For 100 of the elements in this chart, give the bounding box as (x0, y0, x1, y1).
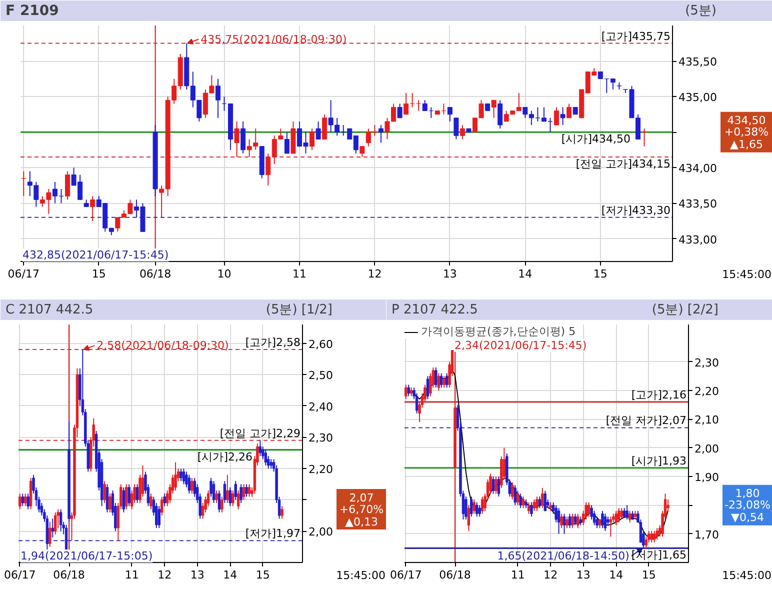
y-tick-label: 434,00 (678, 162, 717, 176)
candlestick (65, 170, 70, 200)
candlestick (188, 474, 191, 494)
x-tick-label: 13 (576, 568, 590, 582)
candlestick (460, 124, 465, 140)
x-tick-label: 14 (518, 268, 532, 280)
x-tick-label: 15 (256, 568, 270, 582)
x-tick-label: 06/17 (4, 568, 36, 582)
y-tick-label: 1,90 (694, 470, 719, 484)
x-tick-label: 11 (510, 568, 525, 582)
candlestick (480, 496, 484, 514)
candlestick (601, 510, 604, 529)
chart-subtitle: (5분) [1/2] (266, 302, 333, 318)
candlestick (626, 504, 628, 520)
annotation: 2,34(2021/06/17-15:45) (454, 339, 587, 352)
candlestick (360, 146, 365, 158)
candlestick (90, 196, 96, 222)
candlestick (574, 513, 577, 526)
x-tick-label: 06/18 (139, 268, 172, 280)
candlestick (174, 462, 177, 491)
ref-line-label: [저가]1,97 (245, 527, 301, 540)
annotation: 1,94(2021/06/17-15:05) (20, 550, 153, 562)
candlestick (128, 484, 130, 507)
x-tick-label: 06/18 (439, 568, 471, 582)
chart-subtitle: (5분) [2/2] (652, 302, 719, 318)
candlestick (609, 516, 612, 538)
candlestick (642, 128, 647, 147)
legend-label: 가격이동평균(종가,단순이평) 5 (421, 324, 576, 339)
candlestick (48, 521, 52, 548)
candlestick (447, 106, 452, 122)
text: (5분) (685, 4, 717, 18)
candlestick (232, 490, 234, 507)
candlestick (26, 493, 30, 510)
candlestick (516, 490, 520, 506)
candlestick (215, 78, 220, 118)
candlestick (182, 468, 186, 485)
candlestick (472, 498, 476, 514)
candlestick (264, 449, 267, 466)
y-tick-label: 2,50 (308, 369, 333, 382)
x-tick-label: 12 (158, 568, 172, 582)
x-tick-label: 11 (292, 268, 306, 280)
candlestick (620, 508, 623, 520)
candlestick (378, 124, 384, 144)
candlestick (467, 504, 470, 532)
y-tick-label: 2,30 (308, 432, 333, 445)
x-tick-label: 12 (368, 268, 382, 280)
y-tick-label: 2,40 (308, 400, 333, 414)
y-tick-label: 433,00 (678, 233, 717, 246)
candlestick (511, 482, 514, 500)
x-tick-label: 15 (642, 568, 656, 582)
candlestick (228, 486, 232, 507)
ref-line-label: [시가]2,26 (197, 450, 253, 464)
candlestick (407, 384, 410, 397)
candlestick (136, 484, 139, 504)
x-tick-label: 06/18 (53, 568, 85, 582)
candlestick (566, 103, 572, 118)
candlestick (604, 513, 607, 532)
candlestick (628, 510, 632, 523)
candlestick (236, 490, 240, 510)
candlestick (220, 496, 224, 513)
candlestick (656, 528, 658, 540)
candlestick (322, 114, 328, 140)
candlestick (614, 510, 618, 526)
candlestick (650, 530, 653, 543)
candlestick (576, 513, 580, 529)
candlestick (554, 106, 560, 126)
candlestick (560, 513, 563, 529)
candlestick (434, 367, 438, 388)
candlestick (538, 496, 542, 509)
chart-title: F 2109 (6, 3, 59, 19)
ref-line-label: [전일 고가]434,15 (576, 158, 671, 171)
candlestick (560, 106, 566, 126)
candlestick (240, 120, 246, 154)
candlestick (497, 476, 500, 498)
candlestick (64, 524, 68, 550)
candlestick (491, 100, 496, 118)
candlestick (21, 493, 24, 507)
candlestick (310, 128, 315, 150)
y-tick-label: 1,70 (694, 528, 719, 542)
candlestick (522, 496, 525, 509)
chart-title: P 2107 422.5 (392, 302, 478, 318)
ref-line-label: [고가]2,58 (245, 336, 301, 350)
x-tick-label: 11 (124, 568, 139, 582)
y-tick-label: 433,50 (678, 198, 717, 211)
candlestick (476, 502, 478, 518)
candlestick (494, 476, 498, 494)
candlestick (122, 486, 125, 513)
candlestick (212, 480, 216, 504)
y-tick-label: 2,20 (694, 384, 719, 398)
y-tick-label: 2,00 (308, 526, 333, 539)
chart-title: C 2107 442.5 (6, 302, 94, 318)
candlestick (571, 513, 574, 529)
x-tick-label: 13 (190, 568, 204, 582)
candlestick (532, 498, 536, 512)
candlestick (234, 120, 240, 158)
y-tick-label: 2,00 (694, 442, 719, 456)
candlestick (226, 474, 229, 504)
ref-line-label: [저가]433,30 (601, 204, 671, 217)
candlestick (240, 484, 242, 504)
candlestick (530, 502, 533, 518)
